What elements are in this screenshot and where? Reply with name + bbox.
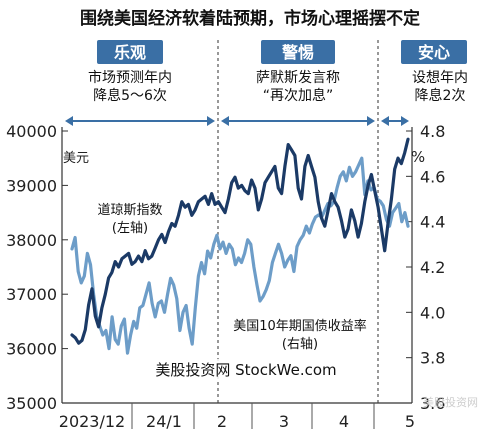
- phase-note-line: “再次加息”: [263, 87, 334, 104]
- right-tick-label: 4.0: [420, 303, 445, 322]
- x-tick-label: 5: [405, 412, 415, 431]
- watermark-text: 美股投资网 StockWe.com: [155, 361, 336, 379]
- phase-arrow-head-left: [65, 116, 73, 126]
- phase-arrow-head-left: [221, 116, 229, 126]
- corner-watermark: 美股投资网: [423, 395, 478, 409]
- left-tick-label: 35000: [6, 394, 57, 413]
- x-tick-label: 24/1: [146, 412, 182, 431]
- x-axis: 2023/12 24/1 2 3 4 5: [59, 403, 415, 431]
- right-tick-label: 4.2: [420, 258, 445, 277]
- chart-title: 围绕美国经济软着陆预期，市场心理摇摆不定: [80, 8, 420, 29]
- phase-arrow-head-left: [381, 116, 389, 126]
- right-tick-label: 4.4: [420, 213, 445, 232]
- dow-axis-note: (左轴): [112, 221, 148, 236]
- series-labels: 道琼斯指数 (左轴) 美国10年期国债收益率 (右轴): [97, 203, 366, 352]
- right-tick-label: 3.8: [420, 349, 445, 368]
- left-tick-label: 38000: [6, 231, 57, 250]
- x-tick-label: 4: [339, 412, 349, 431]
- x-tick-label: 3: [279, 412, 289, 431]
- phase-note-line: 设想年内: [412, 70, 468, 86]
- axis-frame: [61, 40, 413, 404]
- series-layer: [70, 137, 410, 355]
- dow-series-label: 道琼斯指数: [97, 203, 162, 218]
- left-tick-label: 40000: [6, 122, 57, 141]
- left-tick-label: 37000: [6, 285, 57, 304]
- watermark: 美股投资网 StockWe.com: [140, 359, 352, 379]
- right-tick-label: 4.8: [420, 122, 445, 141]
- phase-note-line: 降息2次: [415, 87, 466, 104]
- left-tick-label: 39000: [6, 176, 57, 195]
- left-tick-label: 36000: [6, 340, 57, 359]
- left-axis: 35000 36000 37000 38000 39000 40000: [6, 122, 68, 413]
- phase-banner-label: 警惕: [281, 43, 314, 62]
- right-tick-label: 4.6: [420, 167, 445, 186]
- phase-note-line: 降息5～6次: [93, 87, 167, 104]
- phase-arrow-head-right: [367, 116, 375, 126]
- phase-banner: [401, 40, 467, 64]
- series-line-dow: [70, 137, 410, 345]
- yield-series-label: 美国10年期国债收益率: [233, 318, 367, 334]
- x-tick-label: 2: [217, 412, 227, 431]
- phase-banner: [261, 40, 335, 64]
- yield-axis-note: (右轴): [282, 337, 318, 352]
- right-axis: 3.6 3.8 4.0 4.2 4.4 4.6 4.8: [406, 122, 445, 413]
- phase-banner: [97, 40, 163, 64]
- phase-banner-label: 安心: [418, 43, 450, 62]
- phase-banner-label: 乐观: [114, 43, 146, 62]
- right-tick-label: 3.6: [420, 394, 445, 413]
- phase-arrow-head-right: [401, 116, 409, 126]
- left-axis-unit: 美元: [63, 151, 89, 166]
- phase-note-line: 市场预测年内: [88, 69, 172, 86]
- right-axis-unit: %: [411, 148, 425, 166]
- phase-note-line: 萨默斯发言称: [256, 70, 340, 86]
- series-line-yield: [70, 156, 410, 355]
- x-tick-label: 2023/12: [59, 412, 125, 431]
- phase-arrow-head-right: [207, 116, 215, 126]
